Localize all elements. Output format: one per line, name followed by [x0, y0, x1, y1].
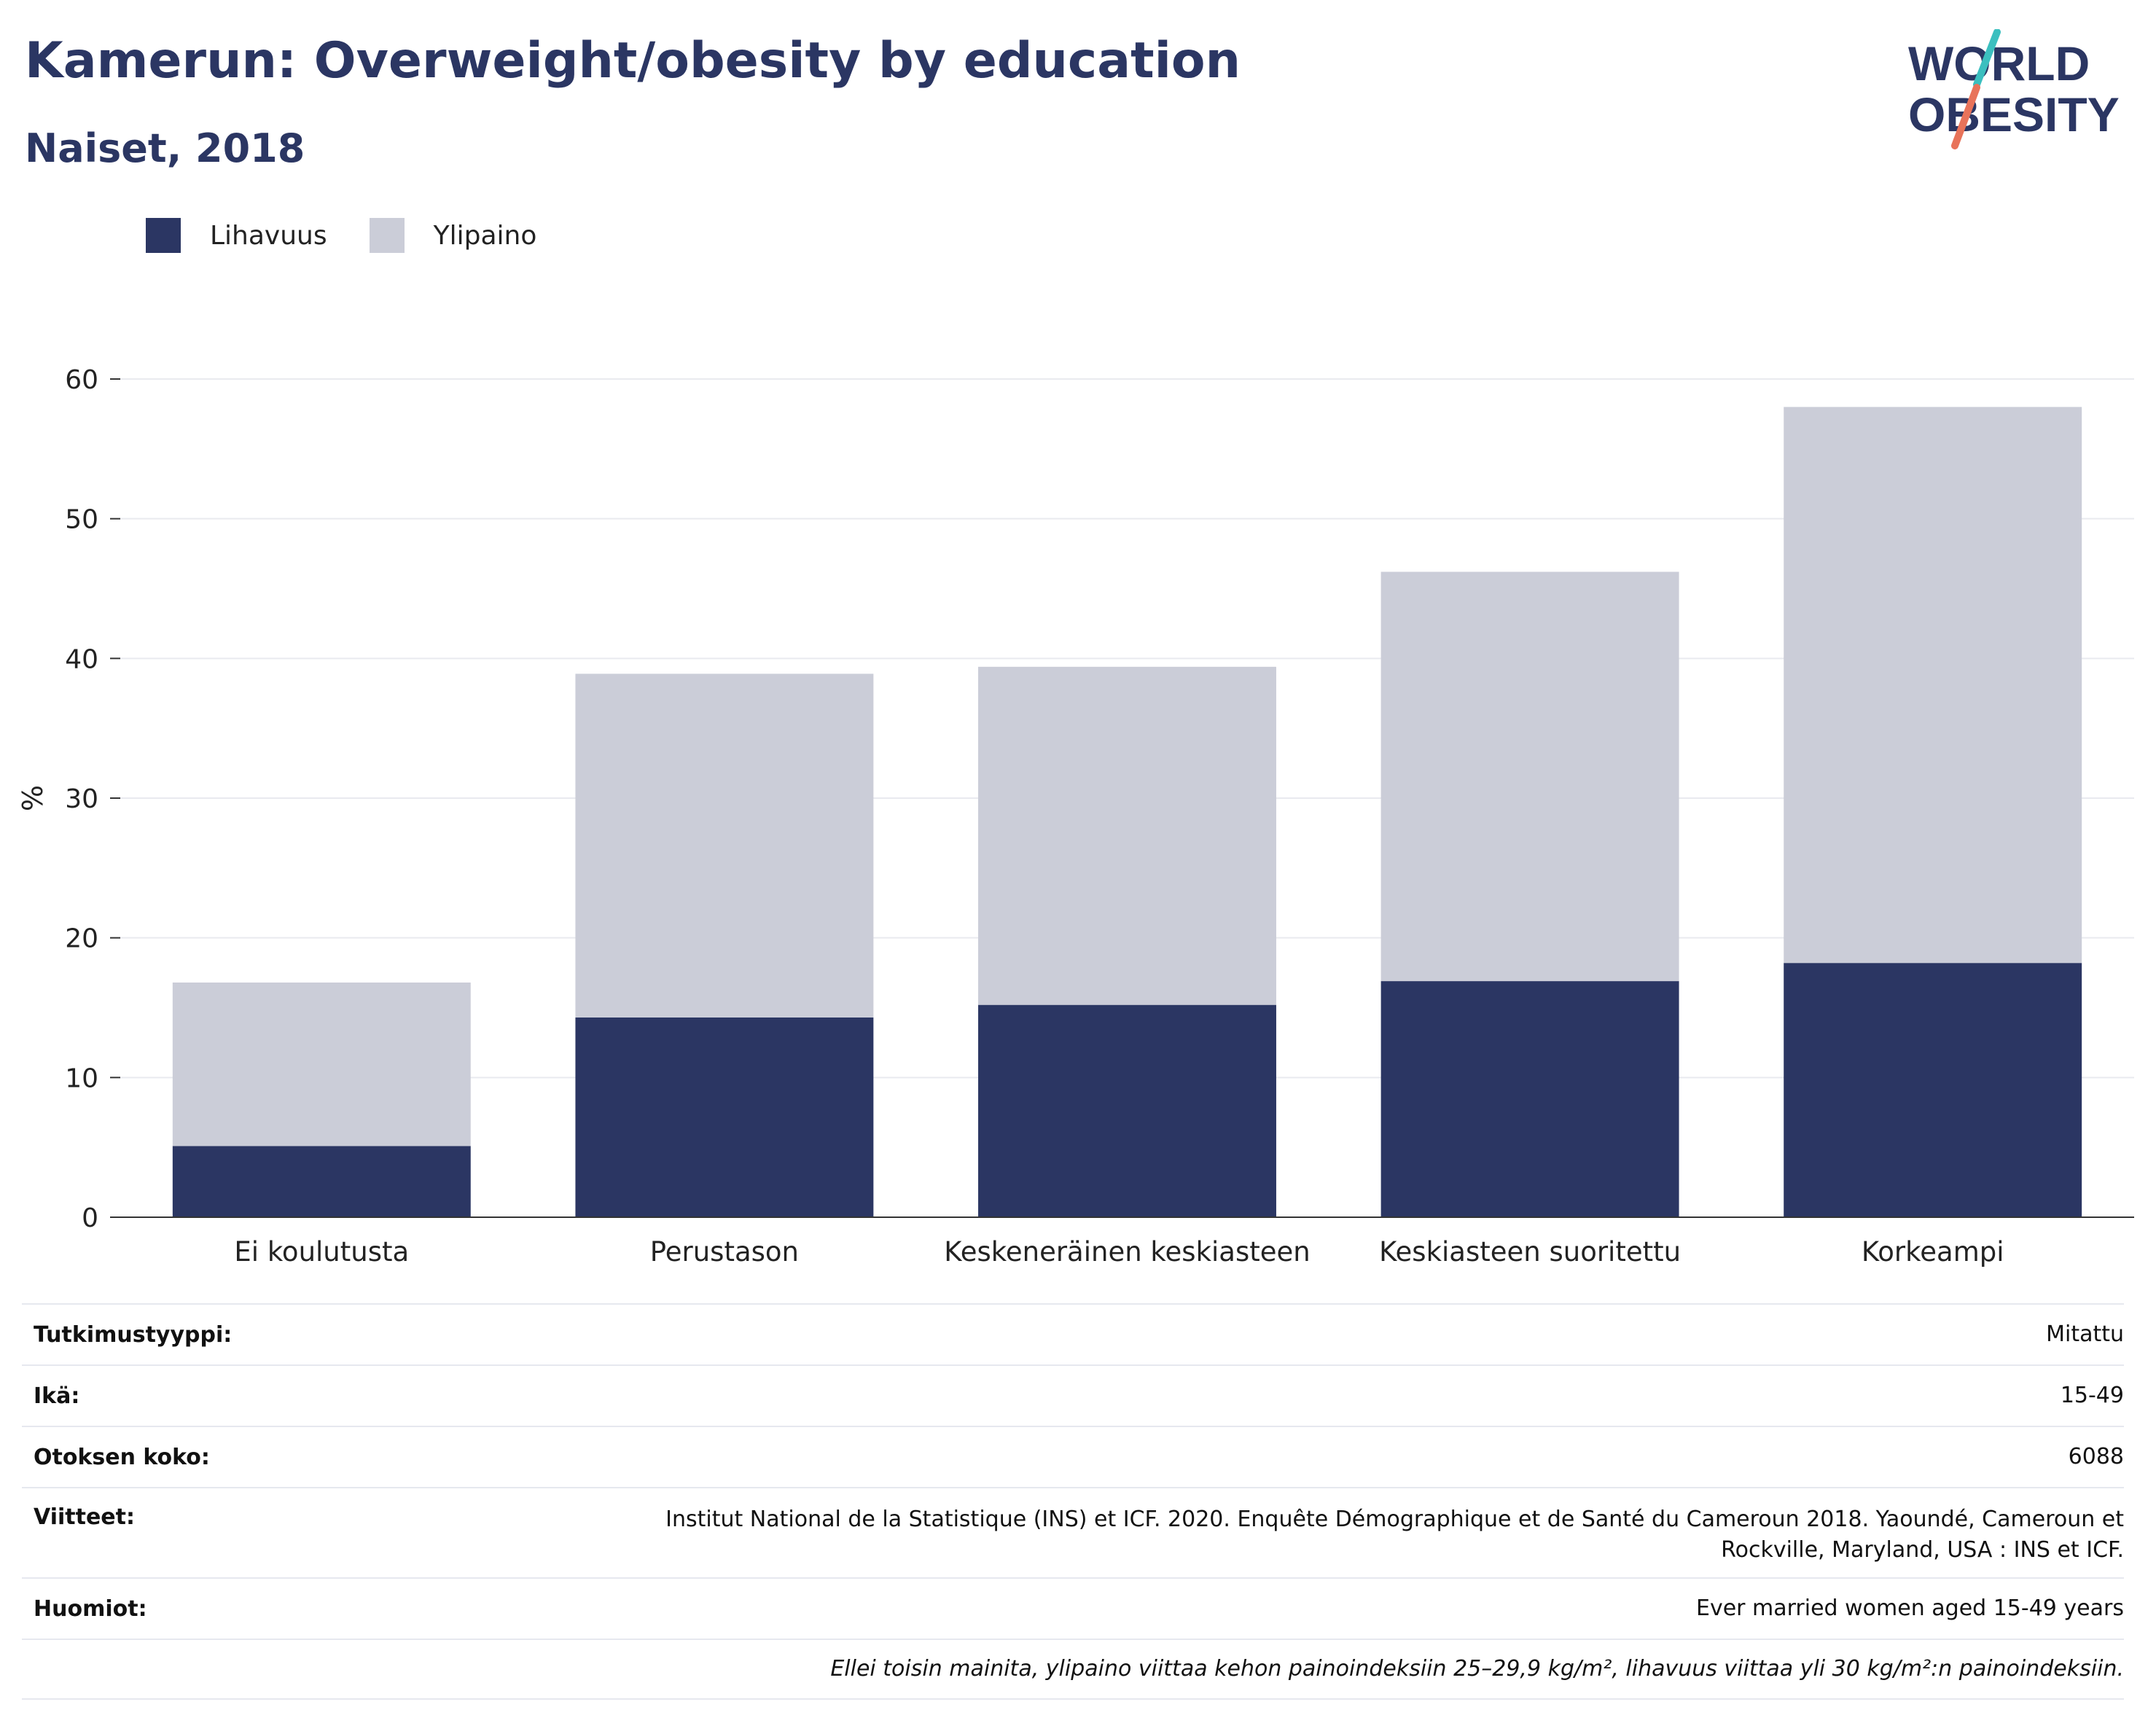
- info-value: 15-49: [2060, 1383, 2124, 1408]
- info-row-sample-size: Otoksen koko: 6088: [22, 1426, 2124, 1487]
- bar-ylipaino-2[interactable]: [575, 673, 874, 1018]
- logo-word-world: WORLD: [1908, 36, 2090, 90]
- y-tick-label: 20: [65, 924, 98, 954]
- info-row-age: Ikä: 15-49: [22, 1364, 2124, 1426]
- logo-slash-top: [1973, 29, 2001, 88]
- info-key: Otoksen koko:: [34, 1444, 210, 1470]
- info-key: Ikä:: [34, 1383, 80, 1409]
- page-subtitle: Naiset, 2018: [25, 125, 305, 171]
- info-table: Tutkimustyyppi: Mitattu Ikä: 15-49 Otoks…: [22, 1303, 2124, 1700]
- x-tick-label: Ei koulutusta: [234, 1236, 409, 1268]
- x-tick-label: Korkeampi: [1862, 1236, 2004, 1268]
- info-value: Ever married women aged 15-49 years: [1695, 1596, 2124, 1621]
- y-axis-label: %: [17, 785, 49, 811]
- x-tick-label: Keskiasteen suoritettu: [1379, 1236, 1681, 1268]
- page-title: Kamerun: Overweight/obesity by education: [25, 32, 1241, 90]
- info-key: Huomiot:: [34, 1596, 147, 1622]
- bar-ylipaino-5[interactable]: [1784, 407, 2082, 964]
- legend-swatch-lihavuus: [146, 218, 181, 253]
- chart-legend: Lihavuus Ylipaino: [146, 217, 579, 254]
- y-tick-label: 60: [65, 365, 98, 395]
- bar-ylipaino-1[interactable]: [172, 983, 471, 1147]
- legend-item-lihavuus[interactable]: Lihavuus: [146, 218, 327, 253]
- y-tick-label: 40: [65, 644, 98, 674]
- y-tick-label: 30: [65, 784, 98, 814]
- y-tick-labels: 0 10 20 30 40 50 60: [65, 365, 120, 1233]
- bar-ylipaino-3[interactable]: [978, 666, 1276, 1005]
- bar-ylipaino-4[interactable]: [1380, 571, 1679, 982]
- legend-label-lihavuus: Lihavuus: [210, 220, 327, 251]
- x-tick-label: Perustason: [650, 1236, 799, 1268]
- y-tick-label: 0: [82, 1203, 98, 1233]
- info-row-footnote: Ellei toisin mainita, ylipaino viittaa k…: [22, 1639, 2124, 1700]
- info-key: Viitteet:: [34, 1504, 135, 1530]
- logo-slash-bottom: [1951, 84, 1980, 149]
- x-tick-labels: Ei koulutusta Perustason Keskeneräinen kes…: [234, 1236, 2004, 1268]
- bar-lihavuus-3[interactable]: [978, 1004, 1276, 1217]
- legend-item-ylipaino[interactable]: Ylipaino: [369, 218, 537, 253]
- info-key: Tutkimustyyppi:: [34, 1321, 233, 1348]
- info-row-references: Viitteet: Institut National de la Statis…: [22, 1487, 2124, 1577]
- info-value: 6088: [2068, 1444, 2124, 1469]
- info-row-study-type: Tutkimustyyppi: Mitattu: [22, 1303, 2124, 1364]
- info-value: Mitattu: [2046, 1321, 2124, 1347]
- x-tick-label: Keskeneräinen keskiasteen: [944, 1236, 1310, 1268]
- legend-swatch-ylipaino: [369, 218, 405, 253]
- bar-lihavuus-5[interactable]: [1784, 963, 2082, 1217]
- bar-lihavuus-4[interactable]: [1380, 981, 1679, 1217]
- logo-word-obesity: OBESITY: [1908, 87, 2120, 141]
- stacked-bar-chart: 0 10 20 30 40 50 60 Ei koulutusta Perustason Kes…: [17, 365, 2134, 1268]
- bar-lihavuus-1[interactable]: [172, 1146, 471, 1217]
- bar-lihavuus-2[interactable]: [575, 1017, 874, 1217]
- world-obesity-logo: WORLD OBESITY: [1908, 29, 2120, 149]
- bars: [172, 407, 2082, 1217]
- footnote: Ellei toisin mainita, ylipaino viittaa k…: [830, 1656, 2124, 1682]
- info-value: Institut National de la Statistique (INS…: [665, 1507, 2124, 1563]
- legend-label-ylipaino: Ylipaino: [433, 220, 537, 251]
- y-tick-label: 50: [65, 505, 98, 535]
- y-tick-label: 10: [65, 1063, 98, 1093]
- info-row-notes: Huomiot: Ever married women aged 15-49 y…: [22, 1577, 2124, 1639]
